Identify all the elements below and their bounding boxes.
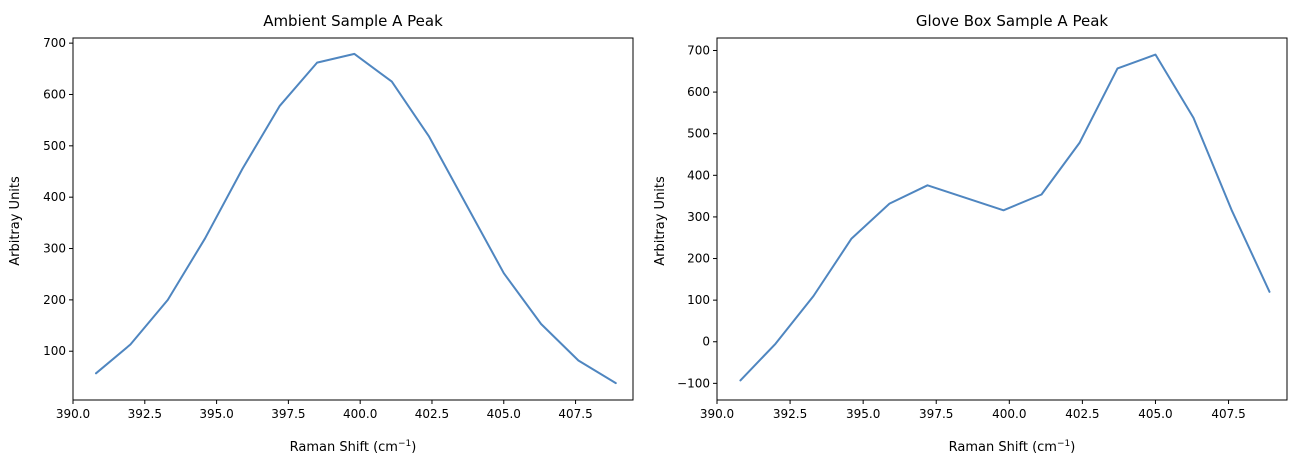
y-tick-label: 200: [687, 252, 710, 266]
x-tick-label: 407.5: [1211, 407, 1245, 421]
x-tick-label: 390.0: [56, 407, 90, 421]
y-tick-label: 600: [43, 87, 66, 101]
x-tick-label: 395.0: [199, 407, 233, 421]
y-tick-label: 100: [687, 293, 710, 307]
y-tick-label: −100: [677, 376, 710, 390]
x-tick-label: 400.0: [992, 407, 1026, 421]
chart-title: Glove Box Sample A Peak: [916, 12, 1108, 30]
x-tick-label: 400.0: [343, 407, 377, 421]
y-tick-label: 300: [43, 242, 66, 256]
y-tick-label: 100: [43, 344, 66, 358]
chart-title: Ambient Sample A Peak: [263, 12, 443, 30]
y-tick-label: 200: [43, 293, 66, 307]
x-tick-label: 390.0: [700, 407, 734, 421]
x-tick-label: 402.5: [415, 407, 449, 421]
y-tick-label: 400: [687, 168, 710, 182]
y-tick-label: 300: [687, 210, 710, 224]
x-tick-label: 397.5: [271, 407, 305, 421]
y-tick-label: 0: [702, 335, 710, 349]
y-tick-label: 600: [687, 85, 710, 99]
x-tick-label: 395.0: [846, 407, 880, 421]
x-tick-label: 397.5: [919, 407, 953, 421]
x-tick-label: 392.5: [773, 407, 807, 421]
x-tick-label: 405.0: [1138, 407, 1172, 421]
x-axis-label: Raman Shift (cm−1): [290, 439, 417, 455]
y-tick-label: 500: [687, 127, 710, 141]
y-axis-label: Arbitray Units: [653, 176, 668, 266]
x-tick-label: 392.5: [128, 407, 162, 421]
x-axis-label: Raman Shift (cm−1): [949, 439, 1076, 455]
y-tick-label: 700: [43, 36, 66, 50]
x-tick-label: 407.5: [558, 407, 592, 421]
x-tick-label: 402.5: [1065, 407, 1099, 421]
y-tick-label: 700: [687, 43, 710, 57]
y-tick-label: 400: [43, 190, 66, 204]
x-tick-label: 405.0: [487, 407, 521, 421]
y-axis-label: Arbitray Units: [8, 176, 23, 266]
y-tick-label: 500: [43, 139, 66, 153]
